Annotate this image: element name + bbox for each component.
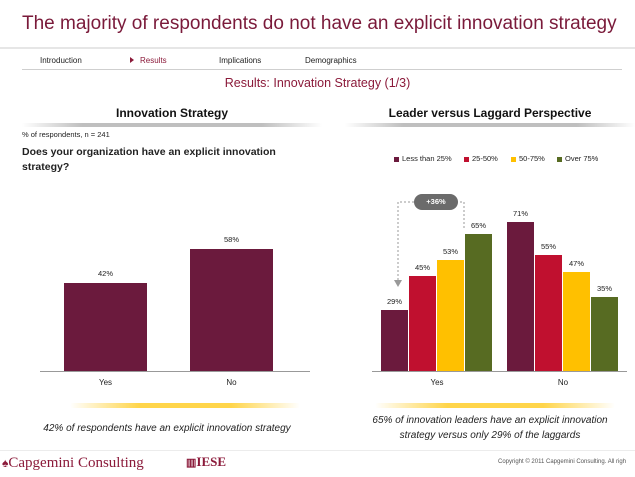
x-axis-label: Yes: [430, 378, 444, 387]
capgemini-spade-icon: ♠: [2, 456, 9, 470]
nav-active-arrow-icon: [130, 57, 134, 63]
delta-badge: +36%: [414, 194, 458, 210]
iese-shield-icon: ▥: [186, 457, 197, 469]
bar-yes-series-2: [437, 259, 464, 371]
nav-tab-results[interactable]: Results: [140, 56, 167, 65]
legend-label: Less than 25%: [402, 154, 452, 163]
legend-swatch: [511, 156, 516, 162]
copyright: Copyright © 2011 Capgemini Consulting. A…: [498, 459, 627, 465]
right-panel-title: Leader versus Laggard Perspective: [388, 106, 592, 120]
nav-tab-demographics[interactable]: Demographics: [305, 56, 357, 65]
left-panel-title: Innovation Strategy: [115, 106, 228, 120]
bar-value-label: 29%: [386, 297, 402, 306]
right-takeaway-line-2: strategy versus only 29% of the laggards: [399, 430, 581, 441]
bar-no-series-1: [535, 255, 562, 371]
capgemini-logo: ♠Capgemini Consulting: [2, 455, 144, 472]
bar-yes-series-1: [409, 276, 436, 371]
section-subtitle: Results: Innovation Strategy (1/3): [224, 76, 411, 90]
bar-value-label: 45%: [414, 263, 430, 273]
bar-yes: [64, 282, 147, 371]
bar-no-series-2: [563, 272, 590, 371]
survey-question: Does your organization have an explicit …: [22, 146, 276, 173]
title-divider: [0, 47, 635, 49]
delta-bracket-arrow: [394, 201, 465, 287]
legend-label: Over 75%: [565, 154, 599, 163]
bar-value-label: 47%: [568, 259, 584, 269]
bar-no-series-0: [507, 221, 534, 371]
bar-value-label: 35%: [596, 284, 612, 294]
bar-value-label: 71%: [512, 208, 528, 218]
x-axis-label: Yes: [98, 378, 113, 387]
left-chart-baseline: [40, 371, 310, 372]
right-takeaway: 65% of innovation leaders have an explic…: [345, 413, 635, 443]
footer-divider: [0, 450, 635, 451]
right-takeaway-highlight: [375, 403, 615, 408]
legend-swatch: [464, 156, 469, 162]
bar-value-label: 42%: [97, 268, 113, 278]
left-takeaway-highlight: [70, 403, 300, 408]
bar-yes-series-0: [381, 310, 408, 371]
legend-item-less-than-25: Less than 25%: [394, 154, 452, 163]
iese-logo: ▥IESE: [186, 454, 226, 470]
legend-label: 25-50%: [472, 154, 498, 163]
legend-item-50-75: 50-75%: [511, 154, 545, 163]
left-panel-divider: [22, 123, 322, 127]
bar-value-label: 65%: [470, 221, 486, 231]
legend-swatch: [394, 156, 399, 162]
bar-no: [190, 249, 273, 371]
bar-no-series-3: [591, 297, 618, 371]
left-takeaway: 42% of respondents have an explicit inno…: [43, 423, 291, 434]
legend-swatch: [557, 156, 562, 162]
legend-item-over-75: Over 75%: [557, 154, 598, 163]
x-axis-label: No: [226, 378, 237, 387]
x-axis-label: No: [557, 378, 569, 387]
nav-tab-implications[interactable]: Implications: [219, 56, 262, 65]
bar-value-label: 55%: [540, 242, 556, 252]
right-chart-baseline: [372, 371, 627, 372]
page-title: The majority of respondents do not have …: [22, 13, 617, 34]
right-takeaway-line-1: 65% of innovation leaders have an explic…: [372, 415, 608, 426]
capgemini-logo-text: Capgemini Consulting: [8, 455, 144, 471]
right-panel-divider: [345, 123, 635, 127]
nav-tab-introduction[interactable]: Introduction: [40, 56, 82, 65]
leader-laggard-chart: 29% 45% 53% 65% Yes 71% 55% 47% 35% No: [370, 200, 630, 400]
bar-yes-series-3: [465, 234, 492, 371]
bar-value-label: 58%: [223, 235, 239, 244]
legend-item-25-50: 25-50%: [464, 154, 498, 163]
legend-label: 50-75%: [519, 154, 545, 163]
respondents-note: % of respondents, n = 241: [22, 130, 110, 139]
bar-value-label: 53%: [442, 246, 458, 256]
iese-logo-text: IESE: [196, 454, 227, 469]
nav-divider: [22, 69, 622, 70]
innovation-strategy-chart: 42% Yes 58% No: [40, 200, 310, 400]
arrow-down-icon: [394, 280, 402, 287]
